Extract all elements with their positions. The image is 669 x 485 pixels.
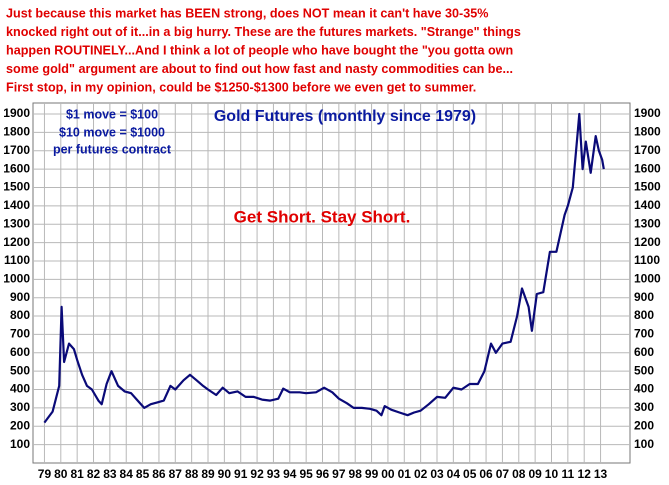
y2-tick-label: 400 xyxy=(634,382,654,396)
x-tick-label: 94 xyxy=(283,467,297,481)
header-line: First stop, in my opinion, could be $125… xyxy=(6,80,476,94)
y-tick-label: 1700 xyxy=(3,143,30,157)
marks xyxy=(43,112,605,424)
x-tick-label: 89 xyxy=(201,467,215,481)
y2-tick-label: 600 xyxy=(634,345,654,359)
y2-tick-label: 1900 xyxy=(634,106,661,120)
x-tick-label: 91 xyxy=(234,467,248,481)
y2-tick-label: 900 xyxy=(634,290,654,304)
x-tick-label: 82 xyxy=(87,467,101,481)
y2-tick-label: 1300 xyxy=(634,216,661,230)
y-tick-label: 100 xyxy=(10,437,30,451)
x-tick-label: 93 xyxy=(267,467,281,481)
x-tick-label: 95 xyxy=(299,467,313,481)
y-tick-label: 1200 xyxy=(3,235,30,249)
x-tick-label: 01 xyxy=(398,467,412,481)
y-tick-label: 300 xyxy=(10,400,30,414)
y-tick-label: 1100 xyxy=(4,253,30,267)
y2-tick-label: 1100 xyxy=(634,253,660,267)
x-tick-label: 80 xyxy=(54,467,68,481)
y-tick-label: 200 xyxy=(10,418,30,432)
y-tick-label: 1800 xyxy=(3,125,30,139)
y2-tick-label: 300 xyxy=(634,400,654,414)
y-tick-label: 1600 xyxy=(3,161,30,175)
x-tick-label: 83 xyxy=(103,467,117,481)
y2-tick-label: 100 xyxy=(634,437,654,451)
y2-tick-label: 500 xyxy=(634,363,654,377)
x-tick-label: 96 xyxy=(316,467,330,481)
y-tick-label: 900 xyxy=(10,290,30,304)
x-tick-label: 97 xyxy=(332,467,346,481)
y-tick-label: 600 xyxy=(10,345,30,359)
x-tick-label: 04 xyxy=(447,467,461,481)
y2-tick-label: 1700 xyxy=(634,143,661,157)
annotation: per futures contract xyxy=(53,142,172,156)
header-line: Just because this market has BEEN strong… xyxy=(6,6,488,20)
x-tick-label: 81 xyxy=(70,467,84,481)
x-tick-label: 13 xyxy=(594,467,608,481)
y-tick-label: 400 xyxy=(10,382,30,396)
annotation: Get Short. Stay Short. xyxy=(234,207,411,226)
y2-tick-label: 1800 xyxy=(634,125,661,139)
y-tick-label: 800 xyxy=(10,308,30,322)
y-tick-label: 500 xyxy=(10,363,30,377)
y2-tick-label: 700 xyxy=(634,327,654,341)
y2-tick-label: 1000 xyxy=(634,271,661,285)
y2-tick-label: 200 xyxy=(634,418,654,432)
x-tick-label: 09 xyxy=(528,467,542,481)
y-tick-label: 1900 xyxy=(3,106,30,120)
x-tick-label: 02 xyxy=(414,467,428,481)
header-line: some gold" argument are about to find ou… xyxy=(6,62,513,76)
y2-tick-label: 800 xyxy=(634,308,654,322)
x-tick-label: 84 xyxy=(120,467,134,481)
header: Just because this market has BEEN strong… xyxy=(6,6,521,94)
y2-tick-label: 1600 xyxy=(634,161,661,175)
annotation: $1 move = $100 xyxy=(66,107,158,121)
x-tick-label: 98 xyxy=(349,467,363,481)
x-tick-label: 86 xyxy=(152,467,166,481)
x-tick-label: 11 xyxy=(562,467,575,481)
plot-frame xyxy=(32,102,631,464)
x-tick-label: 85 xyxy=(136,467,150,481)
y-tick-label: 1300 xyxy=(3,216,30,230)
grid xyxy=(33,103,630,463)
x-tick-label: 05 xyxy=(463,467,477,481)
x-tick-label: 12 xyxy=(578,467,592,481)
y2-tick-label: 1200 xyxy=(634,235,661,249)
x-tick-label: 08 xyxy=(512,467,526,481)
chart-title: Gold Futures (monthly since 1979) xyxy=(214,108,476,125)
x-tick-label: 03 xyxy=(430,467,444,481)
x-tick-label: 87 xyxy=(169,467,183,481)
x-tick-label: 88 xyxy=(185,467,199,481)
y-tick-label: 1000 xyxy=(3,271,30,285)
x-tick-label: 90 xyxy=(218,467,232,481)
header-line: knocked right out of it...in a big hurry… xyxy=(6,25,521,39)
x-tick-label: 00 xyxy=(381,467,395,481)
header-line: happen ROUTINELY...And I think a lot of … xyxy=(6,43,513,57)
x-tick-label: 07 xyxy=(496,467,510,481)
x-tick-label: 92 xyxy=(250,467,264,481)
x-tick-label: 99 xyxy=(365,467,379,481)
y-tick-label: 1500 xyxy=(3,180,30,194)
x-tick-label: 06 xyxy=(479,467,493,481)
annotation: $10 move = $1000 xyxy=(59,125,165,139)
x-tick-label: 79 xyxy=(38,467,52,481)
price-line xyxy=(43,112,605,424)
y-tick-label: 700 xyxy=(10,327,30,341)
y2-tick-label: 1500 xyxy=(634,180,661,194)
y2-tick-label: 1400 xyxy=(634,198,661,212)
x-tick-label: 10 xyxy=(545,467,559,481)
y-tick-label: 1400 xyxy=(3,198,30,212)
